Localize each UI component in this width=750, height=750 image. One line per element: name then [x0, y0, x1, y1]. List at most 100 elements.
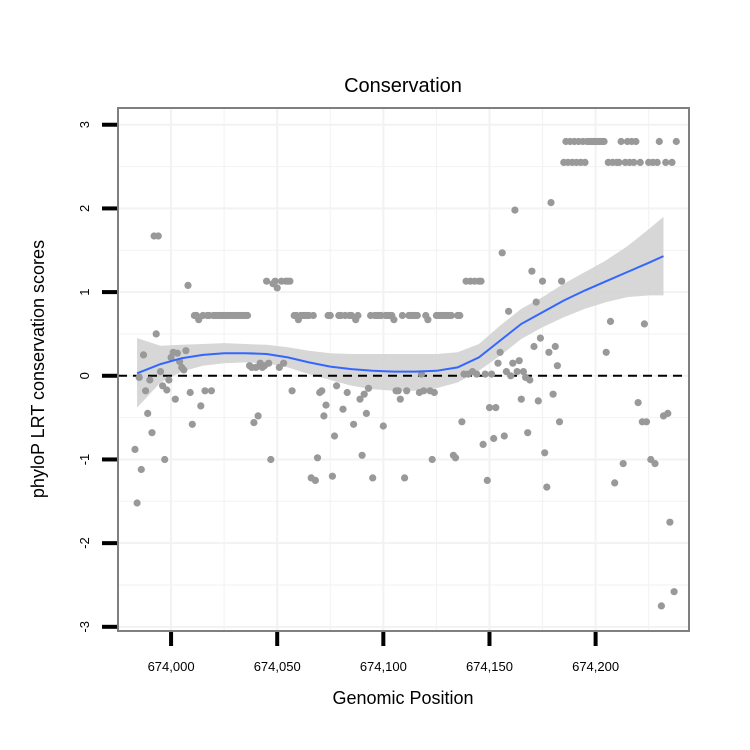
data-point: [413, 311, 421, 320]
data-point: [524, 429, 532, 437]
x-tick-label: 674,100: [360, 659, 407, 674]
data-point: [139, 351, 148, 359]
data-point: [581, 158, 589, 166]
panel-border: [117, 107, 690, 632]
data-point: [396, 395, 404, 403]
data-point: [420, 387, 428, 395]
data-point: [600, 137, 608, 146]
data-point: [642, 418, 651, 426]
data-point: [634, 399, 642, 407]
data-point: [320, 412, 328, 420]
data-point: [131, 445, 139, 453]
data-point: [536, 334, 545, 342]
data-point: [428, 455, 436, 464]
data-point: [133, 499, 141, 507]
data-point: [152, 330, 160, 338]
data-point: [424, 316, 432, 324]
data-point: [611, 479, 619, 487]
data-point: [555, 418, 564, 426]
data-point: [333, 382, 341, 390]
data-point: [350, 420, 358, 428]
data-point: [519, 368, 528, 376]
data-point: [541, 449, 549, 457]
data-point: [534, 397, 542, 405]
data-point: [254, 412, 262, 420]
data-point: [354, 311, 362, 320]
data-point: [602, 348, 610, 356]
data-point: [551, 342, 559, 351]
data-point: [288, 387, 296, 395]
data-point: [545, 348, 553, 356]
data-point: [488, 370, 496, 378]
data-point: [509, 359, 517, 367]
data-point: [403, 387, 411, 395]
y-tick-label: 3: [77, 121, 92, 128]
data-point: [496, 348, 504, 356]
data-point: [394, 387, 402, 395]
data-point: [267, 455, 275, 464]
data-point: [615, 158, 623, 166]
data-point: [313, 454, 322, 462]
x-tick-label: 674,000: [148, 659, 195, 674]
data-point: [188, 420, 196, 428]
data-point: [515, 357, 523, 365]
data-point: [343, 388, 351, 397]
data-point: [173, 349, 181, 357]
data-point: [517, 395, 525, 403]
data-point: [558, 277, 566, 285]
x-tick-label: 674,200: [572, 659, 619, 674]
data-point: [651, 460, 659, 468]
data-point: [532, 298, 540, 306]
data-point: [490, 434, 498, 443]
data-point: [390, 316, 398, 324]
data-point: [360, 390, 368, 398]
data-point: [655, 137, 663, 146]
data-point: [318, 387, 326, 395]
data-point: [184, 281, 192, 289]
data-point: [473, 370, 481, 378]
chart-title: Conservation: [344, 75, 462, 97]
data-point: [662, 158, 670, 166]
data-point: [653, 158, 661, 166]
data-point: [458, 418, 466, 426]
y-tick-label: 1: [77, 288, 92, 295]
data-point: [311, 476, 319, 484]
data-point: [456, 311, 464, 320]
data-point: [500, 432, 508, 440]
y-tick-label: 0: [77, 372, 92, 379]
y-axis-title: phyloP LRT conservation scores: [28, 240, 48, 498]
data-point: [479, 440, 487, 448]
data-point: [171, 395, 179, 403]
data-point: [286, 277, 294, 285]
data-point: [507, 372, 515, 380]
data-point: [328, 472, 336, 480]
data-point: [265, 359, 273, 367]
x-tick-label: 674,050: [254, 659, 301, 674]
data-point: [430, 388, 438, 397]
data-point: [492, 404, 500, 412]
data-point: [549, 390, 557, 398]
data-point: [401, 474, 409, 482]
data-point: [543, 483, 551, 491]
data-point: [528, 267, 536, 275]
data-point: [356, 395, 364, 403]
data-point: [636, 158, 644, 166]
data-point: [186, 388, 194, 397]
data-point: [547, 199, 555, 207]
data-point: [485, 404, 494, 412]
x-axis: 674,000 674,050 674,100 674,150 674,200: [148, 632, 619, 674]
y-tick-label: -2: [77, 537, 92, 549]
data-point: [657, 602, 666, 610]
data-point: [630, 158, 638, 166]
data-point: [362, 409, 370, 417]
data-point: [163, 386, 171, 394]
data-point: [666, 518, 674, 526]
data-point: [526, 376, 534, 384]
data-point: [273, 284, 281, 292]
data-point: [280, 359, 288, 367]
data-point: [364, 384, 373, 392]
data-point: [379, 422, 387, 430]
data-point: [207, 387, 215, 395]
data-point: [494, 359, 502, 367]
